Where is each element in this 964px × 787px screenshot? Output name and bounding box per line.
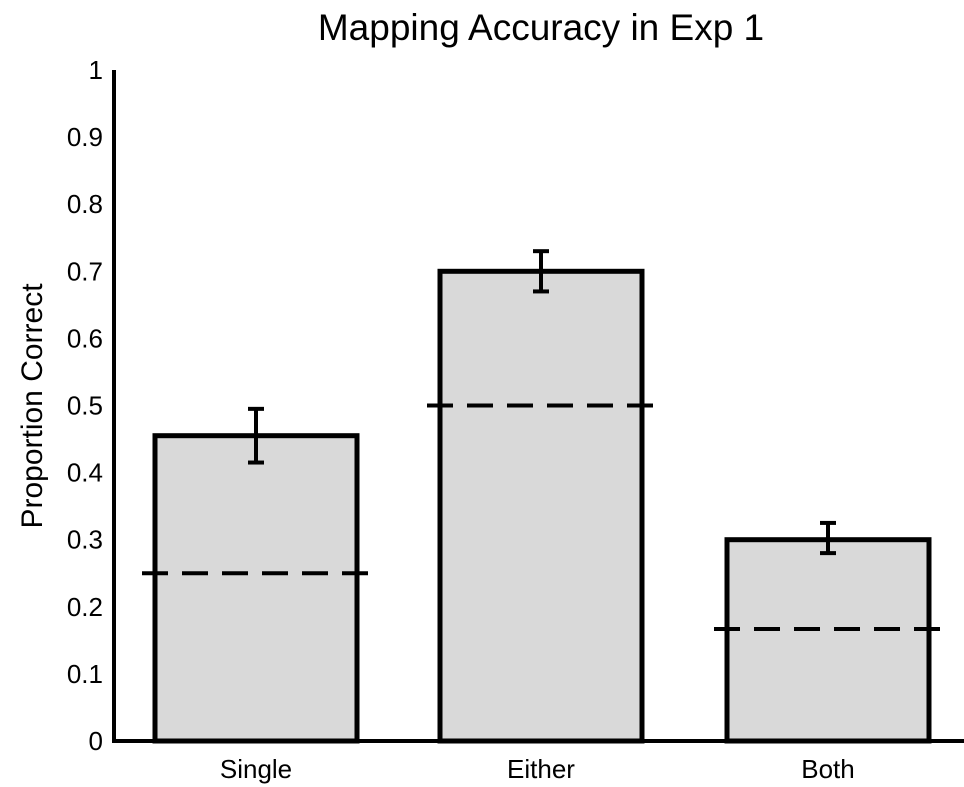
bars-group bbox=[152, 268, 932, 744]
y-axis-label: Proportion Correct bbox=[16, 283, 49, 529]
error-bar-either bbox=[533, 249, 549, 294]
y-tick-label: 0.4 bbox=[67, 458, 103, 488]
y-tick-label: 0.9 bbox=[67, 122, 103, 152]
category-labels: Single Either Both bbox=[220, 754, 855, 784]
bar-either bbox=[437, 268, 645, 744]
error-bar-single bbox=[248, 406, 264, 465]
bar-both bbox=[724, 537, 932, 744]
category-label-either: Either bbox=[507, 754, 575, 784]
y-tick-label: 0.6 bbox=[67, 323, 103, 353]
error-bars-group bbox=[248, 249, 836, 556]
y-tick-label: 0.8 bbox=[67, 189, 103, 219]
y-tick-label: 0.2 bbox=[67, 592, 103, 622]
category-label-single: Single bbox=[220, 754, 292, 784]
y-tick-label: 0.1 bbox=[67, 659, 103, 689]
y-tick-label: 1 bbox=[89, 55, 103, 85]
y-axis-ticks: 0 0.1 0.2 0.3 0.4 0.5 0.6 0.7 0.8 0.9 1 bbox=[67, 55, 103, 756]
bar-single bbox=[152, 433, 360, 744]
y-tick-label: 0.7 bbox=[67, 256, 103, 286]
y-tick-label: 0.3 bbox=[67, 525, 103, 555]
category-label-both: Both bbox=[801, 754, 855, 784]
chart-title: Mapping Accuracy in Exp 1 bbox=[318, 7, 764, 48]
y-tick-label: 0 bbox=[89, 726, 103, 756]
y-tick-label: 0.5 bbox=[67, 391, 103, 421]
error-bar-both bbox=[820, 520, 836, 556]
